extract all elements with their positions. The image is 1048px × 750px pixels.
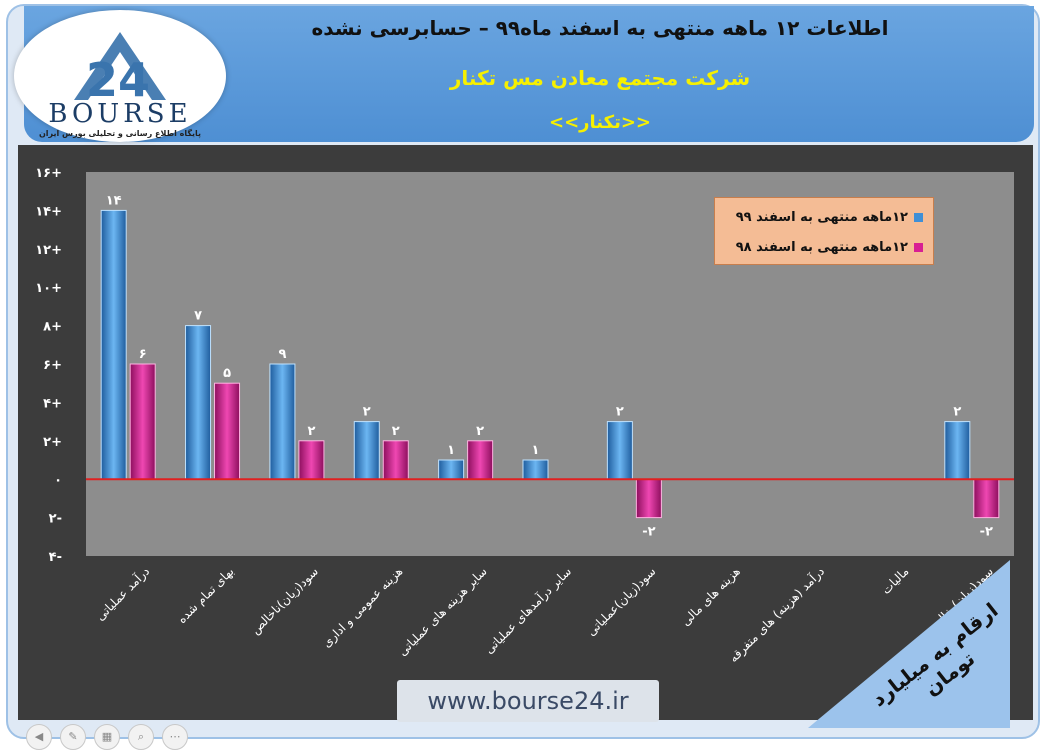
y-tick-label: ۰	[54, 473, 62, 488]
legend-label-99: ۱۲ماهه منتهی به اسفند ۹۹	[735, 210, 908, 225]
data-label: -۲	[980, 525, 993, 540]
legend-label-98: ۱۲ماهه منتهی به اسفند ۹۸	[735, 240, 908, 255]
data-label: ۹	[278, 347, 286, 362]
y-tick-label: ۱۶+	[35, 166, 62, 181]
pen-icon[interactable]: ✎	[60, 724, 86, 750]
logo-brand: BOURSE	[48, 99, 191, 129]
data-label: ۵	[223, 366, 231, 381]
bar-99	[606, 421, 633, 480]
y-tick-label: ۲+	[43, 435, 62, 450]
logo-tagline: پایگاه اطلاع رسانی و تحلیلی بورس ایران	[39, 128, 201, 139]
data-label: ۲	[953, 405, 961, 420]
data-label: ۱	[447, 443, 455, 458]
ticker-symbol: <<تکنار>>	[548, 112, 652, 133]
legend-swatch-98	[914, 243, 923, 252]
company-name: شرکت مجتمع معادن مس تکنار	[449, 66, 751, 90]
page-title: اطلاعات ۱۲ ماهه منتهی به اسفند ماه۹۹ – ح…	[311, 16, 889, 40]
data-label: ۲	[616, 405, 624, 420]
y-tick-label: ۴-	[49, 550, 62, 565]
y-tick-label: ۸+	[43, 320, 62, 335]
y-tick-label: ۱۴+	[35, 204, 62, 219]
data-label: ۲	[307, 424, 315, 439]
website-link[interactable]: www.bourse24.ir	[397, 680, 659, 722]
y-tick-label: ۲-	[49, 512, 62, 527]
legend-item-98: ۱۲ماهه منتهی به اسفند ۹۸	[736, 240, 923, 255]
bar-98	[467, 440, 494, 480]
y-tick-label: ۱۰+	[35, 281, 62, 296]
data-label: ۲	[476, 424, 484, 439]
data-label: ۶	[139, 347, 147, 362]
prev-icon[interactable]: ◀	[26, 724, 52, 750]
slides-icon[interactable]: ▦	[94, 724, 120, 750]
legend: ۱۲ماهه منتهی به اسفند ۹۹ ۱۲ماهه منتهی به…	[714, 197, 934, 265]
bar-99	[944, 421, 971, 480]
slideshow-controls: ◀ ✎ ▦ ⌕ ⋯	[26, 724, 188, 750]
bar-98	[214, 382, 241, 480]
y-tick-label: ۶+	[43, 358, 62, 373]
legend-item-99: ۱۲ماهه منتهی به اسفند ۹۹	[736, 210, 923, 225]
bar-99	[185, 325, 212, 480]
data-label: -۲	[642, 525, 655, 540]
data-label: ۱	[532, 443, 540, 458]
legend-swatch-99	[914, 213, 923, 222]
more-icon[interactable]: ⋯	[162, 724, 188, 750]
logo-number: 24	[86, 53, 150, 107]
y-tick-label: ۱۲+	[35, 243, 62, 258]
y-tick-label: ۴+	[43, 396, 62, 411]
bourse24-logo: 24 BOURSE پایگاه اطلاع رسانی و تحلیلی بو…	[14, 10, 226, 142]
data-label: ۲	[363, 405, 371, 420]
data-label: ۲	[392, 424, 400, 439]
data-label: ۷	[194, 309, 202, 324]
zoom-icon[interactable]: ⌕	[128, 724, 154, 750]
data-label: ۱۴	[106, 193, 122, 208]
